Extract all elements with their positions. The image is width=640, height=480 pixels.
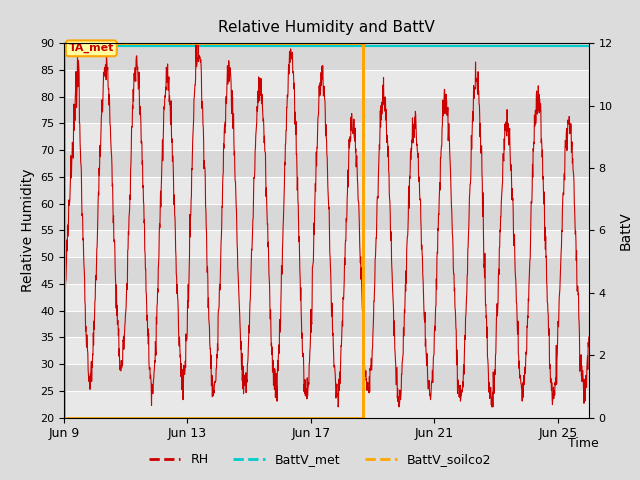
Bar [64, 230, 589, 257]
Legend: RH, BattV_met, BattV_soilco2: RH, BattV_met, BattV_soilco2 [144, 448, 496, 471]
Bar [64, 337, 589, 364]
Bar [64, 70, 589, 96]
Bar [64, 150, 589, 177]
Bar [64, 123, 589, 150]
Y-axis label: Relative Humidity: Relative Humidity [20, 168, 35, 292]
Text: Time: Time [568, 437, 598, 450]
Bar [64, 43, 589, 70]
Y-axis label: BattV: BattV [618, 211, 632, 250]
Bar [64, 311, 589, 337]
Bar [64, 391, 589, 418]
Text: TA_met: TA_met [68, 43, 114, 53]
Bar [64, 284, 589, 311]
Bar [64, 364, 589, 391]
Bar [64, 257, 589, 284]
Bar [64, 204, 589, 230]
Bar [64, 177, 589, 204]
Bar [64, 96, 589, 123]
Title: Relative Humidity and BattV: Relative Humidity and BattV [218, 20, 435, 35]
